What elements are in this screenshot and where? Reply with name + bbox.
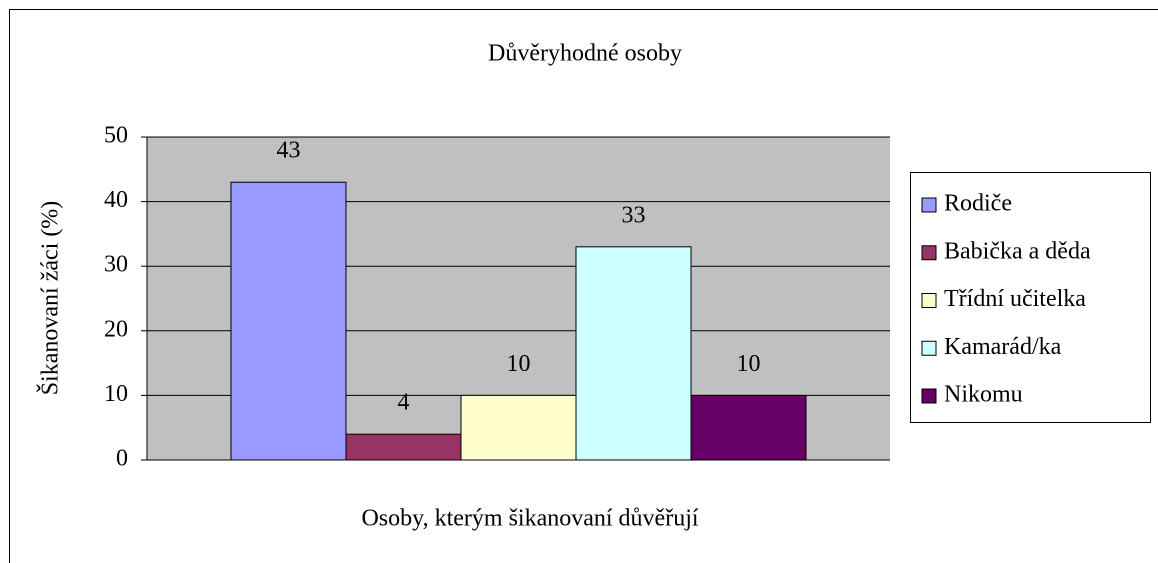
bar (575, 246, 692, 461)
legend-swatch (921, 340, 937, 356)
legend-swatch (921, 197, 937, 213)
y-axis-label: Šikanovaní žáci (%) (37, 201, 64, 396)
y-tick-label: 20 (104, 316, 128, 342)
y-tick-label: 40 (104, 187, 128, 213)
legend-swatch (921, 245, 937, 261)
x-axis-label: Osoby, kterým šikanovaní důvěřují (361, 506, 698, 532)
bar (690, 394, 807, 461)
bar (345, 433, 462, 461)
legend-label: Babička a děda (944, 238, 1091, 264)
legend-box (910, 172, 1151, 423)
legend-label: Kamarád/ka (944, 334, 1062, 360)
bar (460, 394, 577, 461)
y-tick-label: 50 (104, 123, 128, 149)
bar (230, 181, 347, 461)
data-label: 43 (277, 138, 301, 164)
legend-label: Třídní učitelka (944, 286, 1086, 312)
legend-label: Nikomu (944, 382, 1023, 408)
chart-title: Důvěryhodné osoby (488, 41, 682, 67)
y-tick-label: 0 (116, 446, 128, 472)
legend-swatch (921, 293, 937, 308)
y-tick-label: 30 (104, 252, 128, 278)
data-label: 33 (622, 202, 646, 228)
y-tick-label: 10 (104, 381, 128, 407)
data-label: 10 (737, 351, 761, 377)
legend-swatch (921, 388, 937, 404)
data-label: 10 (507, 351, 531, 377)
data-label: 4 (398, 390, 410, 416)
legend-label: Rodiče (944, 191, 1012, 217)
